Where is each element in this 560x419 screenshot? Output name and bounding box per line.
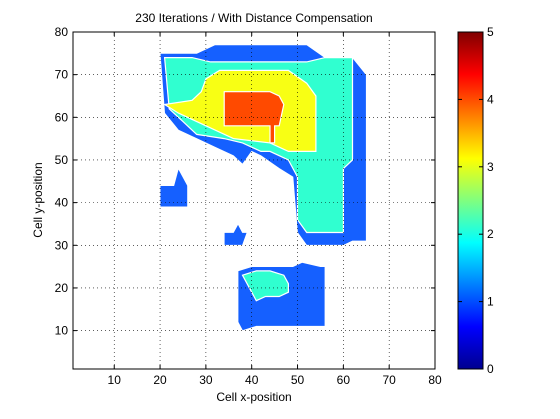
x-tick-label: 70 bbox=[382, 373, 396, 387]
x-tick-label: 10 bbox=[108, 373, 122, 387]
colorbar bbox=[457, 31, 484, 370]
x-tick-label: 60 bbox=[337, 373, 351, 387]
heatmap-regions bbox=[159, 44, 367, 332]
y-tick-label: 50 bbox=[55, 153, 69, 167]
y-tick-label: 20 bbox=[55, 281, 69, 295]
heatmap-region-8 bbox=[241, 270, 289, 302]
colorbar-axis: 0 1 2 3 4 5 bbox=[458, 25, 494, 376]
y-tick-label: 80 bbox=[55, 25, 69, 39]
y-tick-label: 40 bbox=[55, 196, 69, 210]
colorbar-tick-label: 0 bbox=[487, 362, 494, 376]
grid-lines bbox=[73, 32, 435, 369]
y-tick-label: 60 bbox=[55, 110, 69, 124]
plot-frame bbox=[72, 31, 436, 370]
x-tick-label: 30 bbox=[199, 373, 213, 387]
y-tick-label: 10 bbox=[55, 324, 69, 338]
x-tick-label: 20 bbox=[153, 373, 167, 387]
y-axis: 10 20 30 40 50 60 70 80 bbox=[55, 25, 435, 338]
x-tick-label: 50 bbox=[291, 373, 305, 387]
y-axis-label: Cell y-position bbox=[31, 162, 45, 237]
x-tick-label: 40 bbox=[245, 373, 259, 387]
y-tick-label: 70 bbox=[55, 68, 69, 82]
colorbar-tick-label: 3 bbox=[487, 160, 494, 174]
chart-title: 230 Iterations / With Distance Compensat… bbox=[135, 11, 372, 25]
x-axis: 10 20 30 40 50 60 70 80 bbox=[108, 32, 442, 387]
heatmap-region-5 bbox=[159, 167, 189, 208]
heatmap-region-6 bbox=[223, 223, 248, 246]
colorbar-tick-label: 4 bbox=[487, 92, 494, 106]
colorbar-tick-label: 5 bbox=[487, 25, 494, 39]
x-tick-label: 80 bbox=[428, 373, 442, 387]
y-tick-label: 30 bbox=[55, 238, 69, 252]
colorbar-tick-label: 2 bbox=[487, 227, 494, 241]
colorbar-tick-label: 1 bbox=[487, 295, 494, 309]
x-axis-label: Cell x-position bbox=[216, 390, 291, 404]
